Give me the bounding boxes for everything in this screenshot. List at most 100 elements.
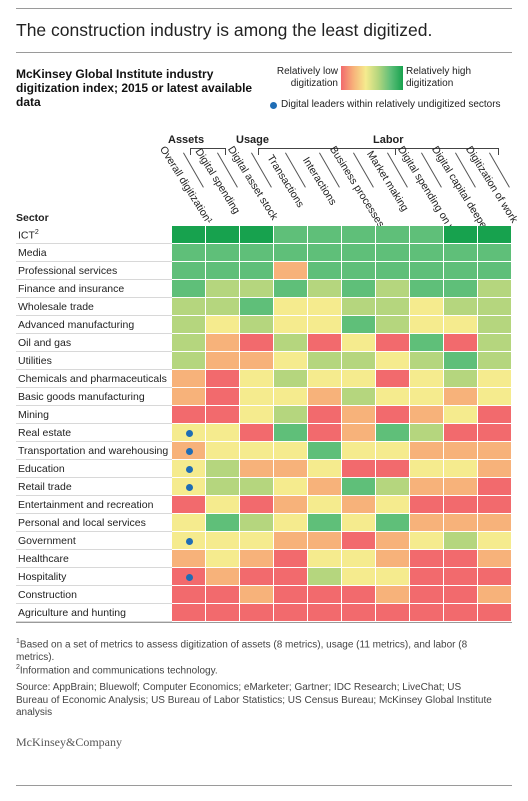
heatmap-cell	[240, 514, 274, 532]
heatmap-cell	[240, 532, 274, 550]
row-label: Agriculture and hunting	[18, 607, 126, 619]
heatmap-cell	[308, 532, 342, 550]
heatmap-cell	[308, 604, 342, 622]
heatmap-cell	[274, 280, 308, 298]
heatmap-cell	[240, 352, 274, 370]
heatmap-cell	[308, 550, 342, 568]
heatmap-cell	[274, 478, 308, 496]
row-label: Basic goods manufacturing	[18, 391, 145, 403]
row-label: Media	[18, 247, 47, 259]
heatmap-cell	[206, 244, 240, 262]
heatmap-cell	[410, 568, 444, 586]
heatmap-cell	[410, 550, 444, 568]
heatmap-cell	[410, 316, 444, 334]
heatmap-cell	[478, 532, 512, 550]
row-label: Hospitality	[18, 571, 67, 583]
heatmap-cell	[274, 316, 308, 334]
heatmap-cell	[240, 388, 274, 406]
row-label: Real estate	[18, 427, 72, 439]
heatmap-cell	[410, 442, 444, 460]
heatmap-cell	[444, 604, 478, 622]
heatmap-cell	[478, 406, 512, 424]
heatmap-cell	[206, 496, 240, 514]
row-label: Utilities	[18, 355, 52, 367]
heatmap-cell	[274, 568, 308, 586]
heatmap-cell	[376, 280, 410, 298]
heatmap-cell	[308, 568, 342, 586]
row-divider	[16, 459, 172, 460]
row-label: ICT2	[18, 229, 39, 242]
heatmap-cell	[342, 604, 376, 622]
heatmap-cell	[206, 352, 240, 370]
heatmap-cell	[478, 442, 512, 460]
heatmap-cell	[172, 406, 206, 424]
heatmap-cell	[172, 298, 206, 316]
heatmap-cell	[274, 388, 308, 406]
heatmap-cell	[410, 226, 444, 244]
footnote-1: 1Based on a set of metrics to assess dig…	[16, 638, 468, 663]
heatmap-cell	[342, 316, 376, 334]
heatmap-cell	[478, 316, 512, 334]
heatmap-cell	[308, 424, 342, 442]
heatmap-cell	[410, 352, 444, 370]
heatmap-cell	[240, 406, 274, 424]
chart-bottom-rule	[16, 622, 512, 623]
heatmap-cell	[444, 298, 478, 316]
heatmap-cell	[308, 406, 342, 424]
heatmap-cell	[206, 586, 240, 604]
heatmap-cell	[410, 586, 444, 604]
heatmap-cell	[206, 406, 240, 424]
heatmap-cell	[444, 406, 478, 424]
heatmap-cell	[444, 586, 478, 604]
group-label-labor: Labor	[373, 134, 404, 146]
heatmap-cell	[308, 262, 342, 280]
heatmap-cell	[478, 370, 512, 388]
heatmap-cell	[410, 298, 444, 316]
heatmap-cell	[410, 532, 444, 550]
heatmap-cell	[478, 496, 512, 514]
heatmap-cell	[308, 298, 342, 316]
row-label: Oil and gas	[18, 337, 72, 349]
heatmap-cell	[274, 226, 308, 244]
heatmap-cell	[444, 532, 478, 550]
row-divider	[16, 351, 172, 352]
row-divider	[16, 567, 172, 568]
heatmap-cell	[172, 352, 206, 370]
row-divider	[16, 333, 172, 334]
heatmap-cell	[342, 460, 376, 478]
heatmap-cell	[376, 460, 410, 478]
heatmap-cell	[240, 244, 274, 262]
row-divider	[16, 603, 172, 604]
row-divider	[16, 441, 172, 442]
heatmap-cell	[240, 280, 274, 298]
heatmap-cell	[240, 550, 274, 568]
heatmap-cell	[342, 280, 376, 298]
row-divider	[16, 261, 172, 262]
chart-subtitle: McKinsey Global Institute industry digit…	[16, 67, 253, 109]
heatmap-cell	[342, 370, 376, 388]
heatmap-cell	[274, 370, 308, 388]
heatmap-cell	[240, 334, 274, 352]
heatmap-cell	[410, 424, 444, 442]
heatmap-cell	[410, 244, 444, 262]
row-label: Advanced manufacturing	[18, 319, 135, 331]
heatmap-cell	[376, 442, 410, 460]
legend-leader-label: Digital leaders within relatively undigi…	[281, 99, 501, 110]
heatmap-cell	[206, 550, 240, 568]
row-divider	[16, 405, 172, 406]
title-rule	[16, 52, 512, 53]
heatmap-cell	[206, 316, 240, 334]
heatmap-cell	[444, 226, 478, 244]
heatmap-cell	[172, 370, 206, 388]
heatmap-cell	[274, 352, 308, 370]
heatmap-cell	[206, 442, 240, 460]
heatmap-cell	[240, 316, 274, 334]
row-label: Finance and insurance	[18, 283, 125, 295]
digital-leader-dot	[185, 573, 193, 581]
heatmap-cell	[478, 514, 512, 532]
mckinsey-logo: McKinsey&Company	[16, 735, 122, 749]
heatmap-cell	[478, 298, 512, 316]
row-label: Entertainment and recreation	[18, 499, 154, 511]
row-divider	[16, 531, 172, 532]
heatmap-cell	[308, 244, 342, 262]
